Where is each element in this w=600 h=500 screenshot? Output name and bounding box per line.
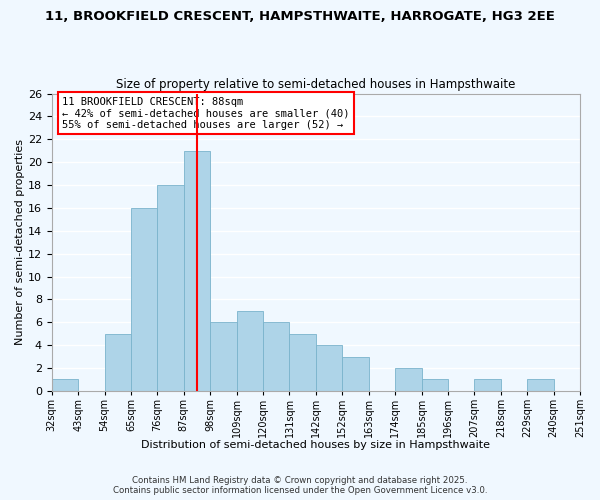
Bar — [157, 185, 184, 391]
Bar — [342, 356, 368, 391]
Text: Contains HM Land Registry data © Crown copyright and database right 2025.
Contai: Contains HM Land Registry data © Crown c… — [113, 476, 487, 495]
X-axis label: Distribution of semi-detached houses by size in Hampsthwaite: Distribution of semi-detached houses by … — [142, 440, 490, 450]
Bar — [422, 380, 448, 391]
Bar — [236, 311, 263, 391]
Text: 11 BROOKFIELD CRESCENT: 88sqm
← 42% of semi-detached houses are smaller (40)
55%: 11 BROOKFIELD CRESCENT: 88sqm ← 42% of s… — [62, 96, 350, 130]
Bar — [52, 380, 78, 391]
Bar — [289, 334, 316, 391]
Bar — [210, 322, 236, 391]
Bar — [316, 345, 342, 391]
Bar — [475, 380, 501, 391]
Text: 11, BROOKFIELD CRESCENT, HAMPSTHWAITE, HARROGATE, HG3 2EE: 11, BROOKFIELD CRESCENT, HAMPSTHWAITE, H… — [45, 10, 555, 23]
Bar — [395, 368, 422, 391]
Y-axis label: Number of semi-detached properties: Number of semi-detached properties — [15, 139, 25, 345]
Bar — [263, 322, 289, 391]
Bar — [131, 208, 157, 391]
Bar — [527, 380, 554, 391]
Bar — [184, 150, 210, 391]
Bar — [104, 334, 131, 391]
Title: Size of property relative to semi-detached houses in Hampsthwaite: Size of property relative to semi-detach… — [116, 78, 515, 91]
